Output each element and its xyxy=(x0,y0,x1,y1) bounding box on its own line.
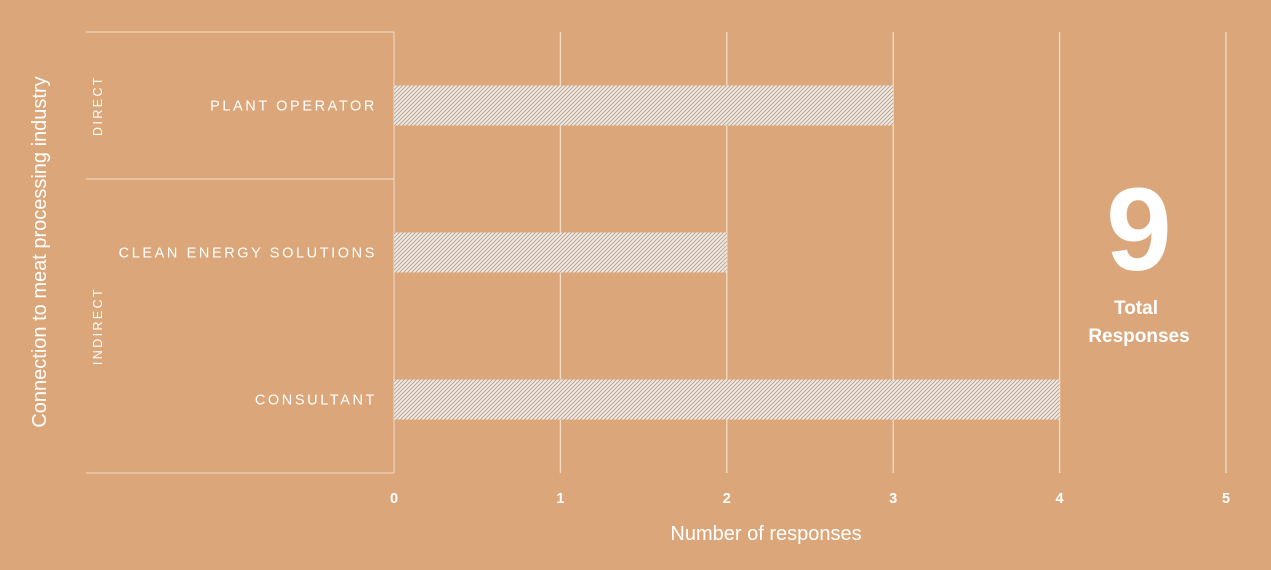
group-labels: DIRECT INDIRECT xyxy=(91,75,105,365)
x-tick-label: 2 xyxy=(723,491,731,507)
bars xyxy=(394,85,1060,420)
category-label: PLANT OPERATOR xyxy=(210,99,377,115)
x-tick-label: 0 xyxy=(390,491,398,507)
group-label: DIRECT xyxy=(91,75,105,136)
total-label-line1: Total xyxy=(1114,298,1158,319)
group-label: INDIRECT xyxy=(91,287,105,365)
x-tick-labels: 0 1 2 3 4 5 xyxy=(390,491,1230,507)
total-label-line2: Responses xyxy=(1088,326,1189,347)
total-responses-number: 9 xyxy=(1106,164,1172,296)
x-axis-title: Number of responses xyxy=(670,523,861,545)
bar xyxy=(394,232,727,273)
category-labels: PLANT OPERATOR CLEAN ENERGY SOLUTIONS CONS… xyxy=(119,99,377,409)
x-tick-label: 3 xyxy=(889,491,897,507)
y-axis-title: Connection to meat processing industry xyxy=(29,76,51,427)
category-label: CONSULTANT xyxy=(255,393,377,409)
x-tick-label: 1 xyxy=(556,491,564,507)
x-tick-label: 4 xyxy=(1056,491,1064,507)
category-label: CLEAN ENERGY SOLUTIONS xyxy=(119,246,377,262)
bar xyxy=(394,379,1060,420)
bar xyxy=(394,85,894,126)
x-tick-label: 5 xyxy=(1222,491,1230,507)
